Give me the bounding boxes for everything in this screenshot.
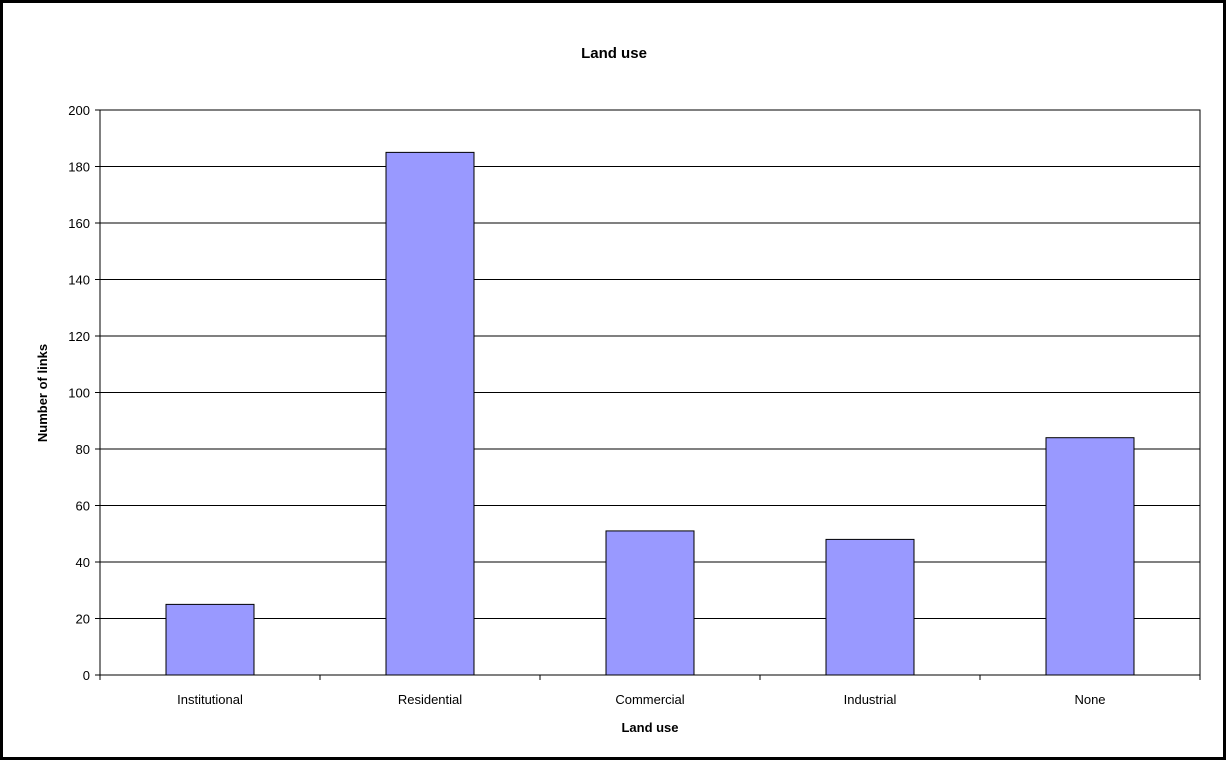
axes [95,109,1201,680]
x-tick-label: Institutional [177,692,243,707]
y-tick-label: 100 [68,386,90,401]
x-tick-label: Residential [398,692,462,707]
y-tick-label: 180 [68,160,90,175]
y-tick-label: 160 [68,216,90,231]
y-tick-label: 0 [83,668,90,683]
y-tick-label: 40 [76,555,90,570]
x-axis-title: Land use [621,720,678,735]
x-tick-label: Industrial [844,692,897,707]
y-tick-label: 200 [68,103,90,118]
y-tick-label: 140 [68,273,90,288]
y-axis-title: Number of links [35,344,50,442]
plot-area-border [99,109,1201,676]
x-tick-label: None [1074,692,1105,707]
y-tick-label: 120 [68,329,90,344]
bar-commercial [605,530,695,676]
bar-institutional [165,603,255,676]
bar-residential [385,151,475,676]
x-tick-label: Commercial [615,692,684,707]
tick-labels: 0 20 40 60 80 100 120 140 160 180 200 Institutional… [68,103,1105,707]
bar-none [1045,437,1135,676]
bar-industrial [825,538,915,676]
bars [165,151,1135,676]
y-tick-label: 60 [76,499,90,514]
y-tick-label: 80 [76,442,90,457]
chart-title: Land use [581,45,647,62]
y-tick-label: 20 [76,612,90,627]
